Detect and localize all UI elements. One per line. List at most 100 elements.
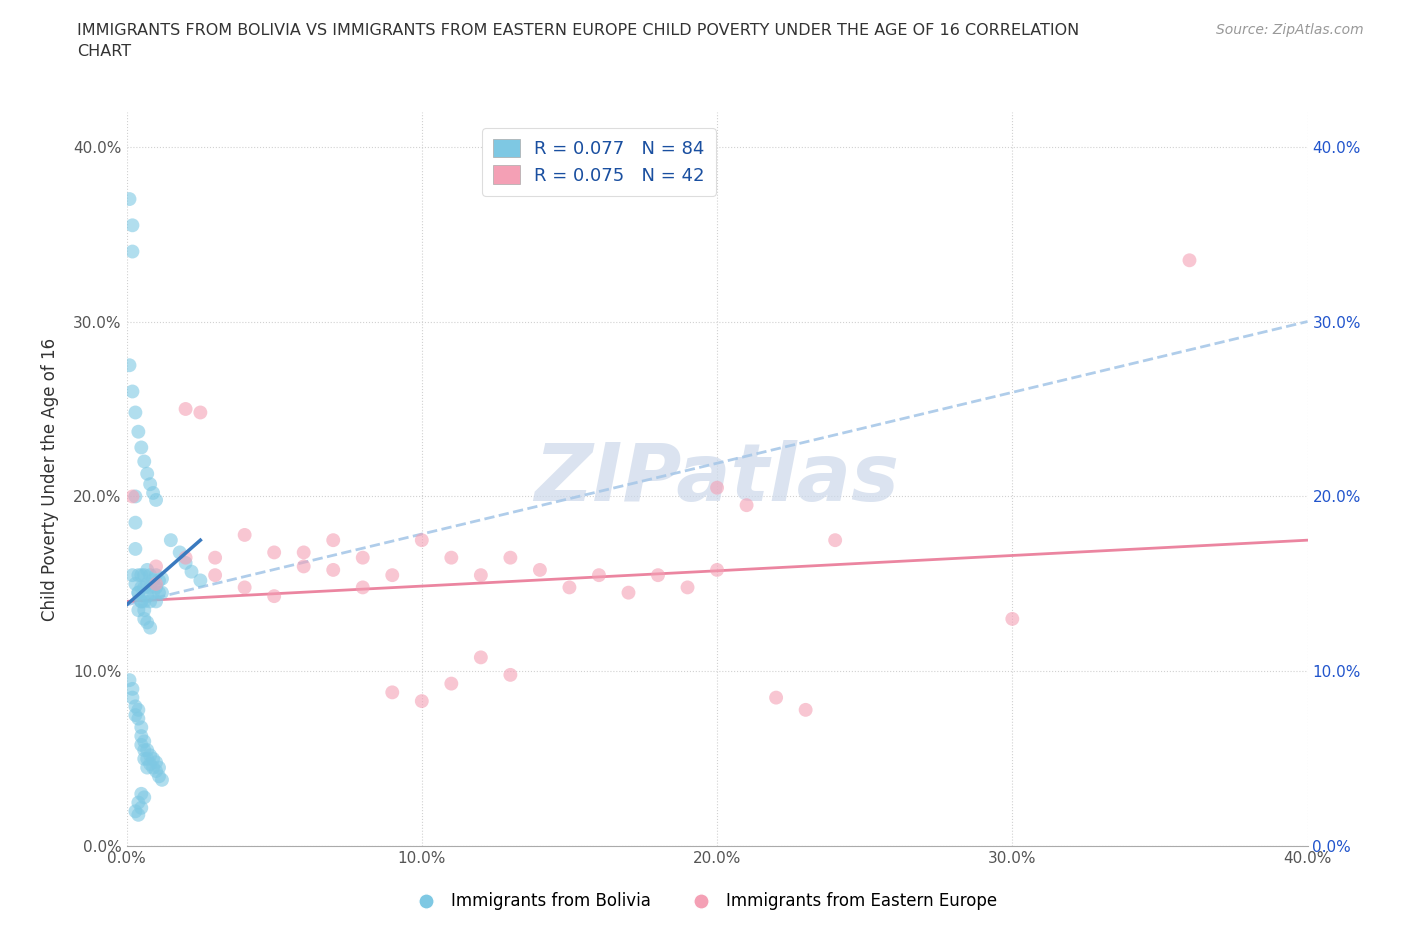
Point [145,559,167,574]
Point [121,682,143,697]
Point [145,764,167,778]
Point [352,580,374,595]
Point [127,711,149,726]
Point [160,533,183,548]
Text: ZIPatlas: ZIPatlas [534,440,900,518]
Point [824,533,846,548]
Point [127,795,149,810]
Text: Source: ZipAtlas.com: Source: ZipAtlas.com [1216,23,1364,37]
Point [322,533,344,548]
Point [124,708,146,723]
Point [470,650,492,665]
Point [352,551,374,565]
Point [233,527,256,542]
Point [292,559,315,574]
Point [118,672,141,687]
Point [292,545,315,560]
Point [180,565,202,579]
Point [150,585,173,600]
Point [134,580,156,595]
Point [129,787,153,802]
Point [499,668,522,683]
Point [129,720,153,735]
Point [322,563,344,578]
Point [139,748,162,763]
Y-axis label: Child Poverty Under the Age of 16: Child Poverty Under the Age of 16 [41,338,59,620]
Point [121,489,143,504]
Point [142,585,165,600]
Point [188,405,212,420]
Point [142,760,165,775]
Point [142,573,165,588]
Point [617,585,640,600]
Point [142,485,165,500]
Point [127,807,149,822]
Point [411,694,433,709]
Point [136,589,159,604]
Point [121,218,143,232]
Point [134,734,156,749]
Point [148,585,170,600]
Point [440,551,463,565]
Point [529,563,551,578]
Point [145,577,167,591]
Point [440,676,463,691]
Point [118,192,141,206]
Point [127,603,149,618]
Point [124,804,146,818]
Point [121,384,143,399]
Point [129,729,153,744]
Point [145,755,167,770]
Point [129,801,153,816]
Point [124,489,146,504]
Point [204,551,226,565]
Point [588,567,610,582]
Point [676,580,699,595]
Point [129,580,153,595]
Point [1001,611,1024,626]
Point [134,743,156,758]
Point [124,405,146,420]
Point [124,515,146,530]
Point [188,573,212,588]
Point [647,567,669,582]
Point [148,573,170,588]
Point [706,563,728,578]
Point [794,702,817,717]
Point [142,751,165,766]
Point [118,358,141,373]
Point [134,594,156,609]
Point [139,580,162,595]
Point [134,603,156,618]
Point [169,545,191,560]
Point [121,690,143,705]
Point [233,580,256,595]
Point [136,563,159,578]
Point [139,594,162,609]
Point [129,440,153,455]
Point [129,594,153,609]
Point [145,594,167,609]
Point [145,567,167,582]
Point [127,585,149,600]
Point [134,454,156,469]
Point [148,769,170,784]
Point [136,743,159,758]
Point [129,737,153,752]
Point [139,757,162,772]
Point [150,773,173,788]
Point [136,577,159,591]
Point [174,551,197,565]
Point [150,571,173,586]
Point [127,702,149,717]
Point [127,424,149,439]
Legend: Immigrants from Bolivia, Immigrants from Eastern Europe: Immigrants from Bolivia, Immigrants from… [402,885,1004,917]
Point [706,480,728,495]
Point [263,589,285,604]
Point [139,477,162,492]
Point [174,555,197,570]
Point [124,699,146,714]
Point [136,615,159,630]
Point [139,620,162,635]
Point [121,244,143,259]
